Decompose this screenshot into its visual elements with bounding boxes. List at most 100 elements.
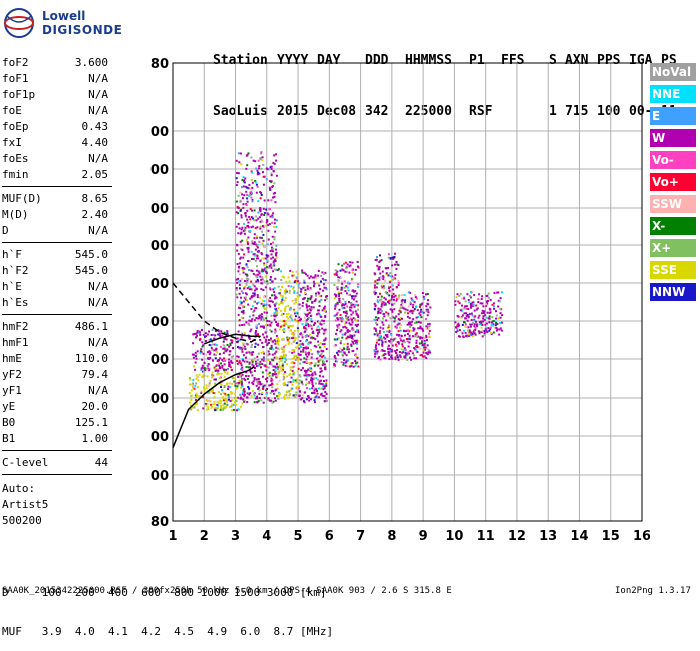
echo-point	[390, 348, 393, 351]
echo-point	[275, 153, 277, 156]
echo-point	[276, 375, 279, 378]
echo-point	[201, 328, 203, 331]
echo-point	[281, 286, 283, 288]
echo-point	[292, 381, 295, 383]
echo-point	[380, 349, 383, 352]
echo-point	[465, 334, 468, 337]
echo-point	[242, 304, 245, 307]
echo-point	[249, 330, 252, 333]
echo-point	[305, 369, 308, 372]
echo-point	[192, 386, 194, 389]
echo-point	[325, 379, 328, 382]
echo-point	[297, 335, 300, 338]
echo-point	[380, 337, 383, 340]
echo-point	[261, 341, 264, 344]
param-value: N/A	[88, 384, 108, 397]
echo-point	[316, 392, 319, 395]
echo-point	[240, 368, 243, 371]
echo-point	[428, 330, 431, 332]
echo-point	[306, 287, 309, 290]
echo-point	[284, 305, 287, 308]
echo-point	[318, 387, 320, 390]
echo-point	[305, 345, 308, 348]
echo-point	[376, 264, 379, 267]
echo-point	[355, 362, 357, 365]
echo-point	[352, 303, 355, 306]
echo-point	[293, 351, 296, 353]
echo-point	[386, 293, 389, 296]
echo-point	[210, 334, 213, 336]
echo-point	[277, 367, 280, 370]
param-name: B1	[2, 432, 16, 445]
echo-point	[208, 353, 211, 356]
echo-point	[308, 362, 311, 365]
echo-point	[386, 292, 388, 294]
echo-point	[268, 300, 271, 303]
echo-point	[266, 376, 269, 379]
echo-point	[295, 391, 298, 394]
echo-point	[223, 344, 226, 347]
echo-point	[296, 346, 299, 349]
echo-point	[268, 362, 271, 365]
param-row: B0 125.1	[2, 416, 108, 432]
echo-point	[274, 260, 277, 263]
echo-point	[303, 374, 306, 377]
echo-point	[255, 274, 258, 277]
echo-point	[348, 293, 351, 296]
echo-point	[336, 317, 339, 320]
echo-point	[240, 333, 243, 336]
echo-point	[382, 285, 385, 288]
echo-point	[252, 258, 255, 261]
echo-point	[356, 260, 359, 263]
echo-point	[313, 392, 316, 395]
echo-point	[478, 314, 481, 317]
echo-point	[284, 357, 287, 360]
echo-point	[218, 372, 221, 375]
echo-point	[456, 328, 459, 331]
echo-point	[248, 315, 251, 318]
legend-item-vo: Vo-	[650, 151, 696, 169]
echo-point	[289, 392, 292, 395]
echo-point	[253, 233, 256, 236]
echo-point	[341, 316, 344, 319]
echo-point	[220, 376, 222, 379]
echo-point	[222, 392, 225, 395]
echo-point	[298, 398, 301, 401]
echo-point	[285, 354, 288, 357]
echo-point	[243, 232, 246, 235]
echo-point	[250, 328, 253, 331]
param-row: h`F 545.0	[2, 248, 108, 264]
echo-point	[230, 339, 233, 342]
echo-point	[281, 295, 284, 297]
echo-point	[274, 399, 277, 402]
echo-point	[251, 258, 253, 260]
echo-point	[394, 263, 397, 266]
echo-point	[325, 392, 328, 395]
echo-point	[282, 275, 285, 278]
echo-point	[279, 294, 282, 297]
echo-point	[266, 243, 269, 246]
echo-point	[344, 270, 347, 273]
echo-point	[225, 406, 228, 409]
echo-point	[253, 300, 256, 303]
echo-point	[311, 391, 313, 394]
echo-point	[207, 385, 210, 388]
echo-point	[458, 324, 460, 327]
echo-point	[227, 393, 230, 396]
echo-point	[297, 296, 300, 299]
echo-point	[471, 301, 474, 304]
echo-point	[388, 302, 391, 305]
echo-point	[274, 191, 276, 194]
echo-point	[200, 348, 203, 351]
echo-point	[236, 263, 239, 265]
echo-point	[456, 329, 459, 332]
echo-point	[403, 301, 406, 304]
echo-point	[256, 380, 259, 383]
echo-point	[379, 277, 382, 280]
echo-point	[352, 295, 355, 298]
echo-point	[286, 384, 289, 387]
param-name: C-level	[2, 456, 49, 469]
header-value-4: 225000	[405, 104, 452, 119]
echo-point	[271, 353, 274, 356]
echo-point	[293, 354, 296, 357]
